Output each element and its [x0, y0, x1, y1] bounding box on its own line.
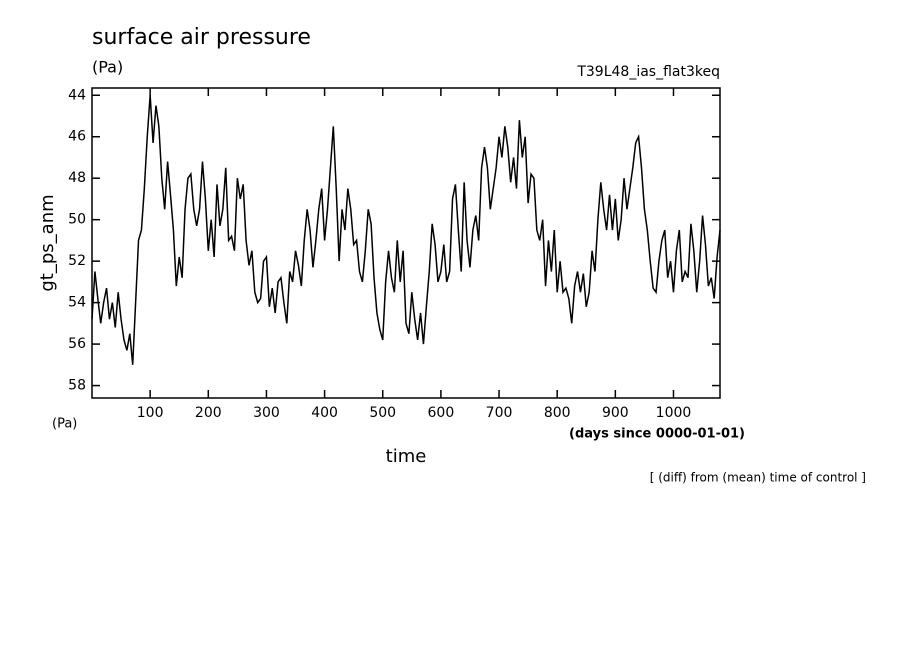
y-tick-label: 44 — [68, 87, 86, 103]
note: [ (diff) from (mean) time of control ] — [650, 471, 866, 485]
y-tick-label: 52 — [68, 253, 86, 269]
x-tick-label: 700 — [486, 405, 513, 421]
units-bottom: (Pa) — [52, 417, 77, 432]
x-tick-label: 500 — [369, 405, 396, 421]
x-tick-label: 400 — [311, 405, 338, 421]
x-tick-label: 900 — [602, 405, 629, 421]
x-tick-label: 600 — [428, 405, 455, 421]
y-tick-label: 56 — [68, 336, 86, 352]
x-tick-label: 200 — [195, 405, 222, 421]
subtitle: T39L48_ias_flat3keq — [576, 64, 720, 80]
y-tick-label: 46 — [68, 129, 86, 145]
x-axis-label: time — [386, 446, 427, 467]
y-tick-label: 58 — [68, 378, 86, 394]
x-tick-label: 100 — [137, 405, 164, 421]
data-line — [91, 95, 721, 365]
x-tick-label: 1000 — [656, 405, 692, 421]
x-tick-label: 800 — [544, 405, 571, 421]
x-units: (days since 0000-01-01) — [569, 427, 745, 442]
plot-frame — [91, 87, 721, 399]
y-tick-label: 48 — [68, 170, 86, 186]
units-top: (Pa) — [92, 58, 123, 77]
x-tick-label: 300 — [253, 405, 280, 421]
y-tick-label: 50 — [68, 212, 86, 228]
y-tick-label: 54 — [68, 295, 86, 311]
chart-title: surface air pressure — [92, 25, 311, 50]
y-axis-label: gt_ps_anm — [37, 194, 58, 291]
